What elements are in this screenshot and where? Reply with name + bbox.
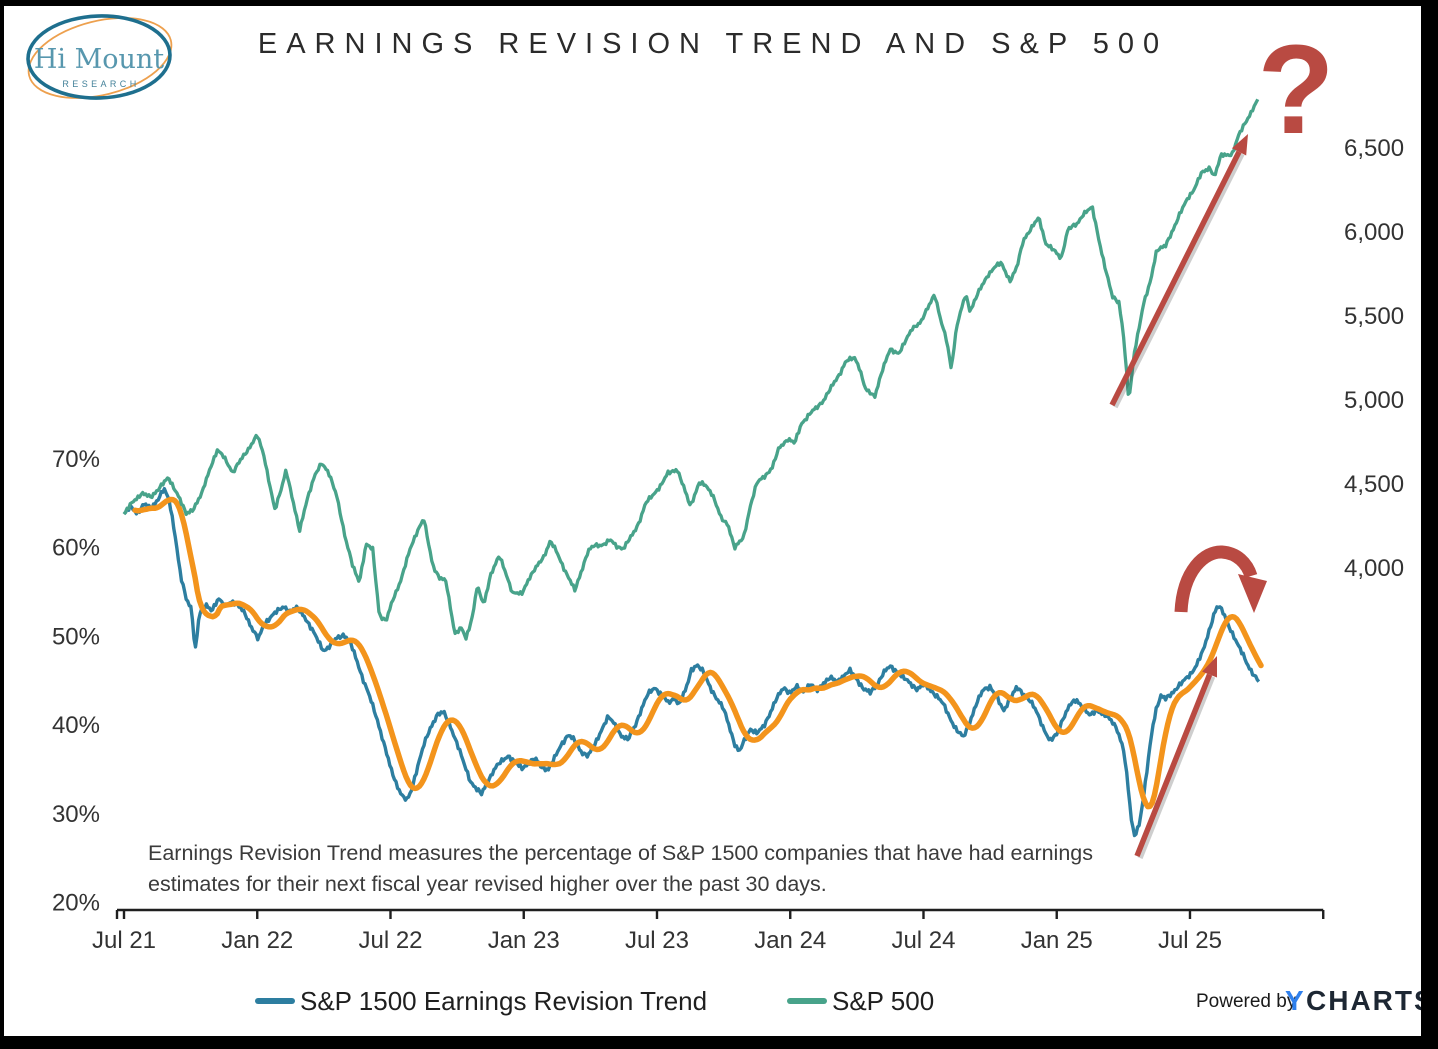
question-mark: ? <box>1258 19 1335 160</box>
y-axis-right-label: 6,500 <box>1344 135 1404 162</box>
sp500-up-arrow-shadow <box>1112 152 1245 409</box>
y-axis-right-label: 4,000 <box>1344 555 1404 582</box>
ycharts-logo-charts: CHARTS <box>1306 985 1435 1016</box>
logo-subtitle: RESEARCH <box>62 79 139 89</box>
rollover-arch-arrowhead <box>1238 574 1267 613</box>
x-axis-label: Jan 24 <box>754 927 826 954</box>
ycharts-logo-y: Y <box>1285 985 1304 1016</box>
ert-up-arrow <box>1134 673 1213 858</box>
powered-by-label: Powered by <box>1196 991 1297 1012</box>
y-axis-right-label: 4,500 <box>1344 471 1404 498</box>
y-axis-left-label: 60% <box>52 535 100 562</box>
x-axis-label: Jul 24 <box>891 927 955 954</box>
himount-logo: Hi Mount RESEARCH <box>26 14 173 100</box>
x-axis-label: Jul 22 <box>358 927 422 954</box>
axes: Jul 21 Jan 22 Jul 22 Jan 23 Jul 23 Jan 24 Jul … <box>52 135 1404 954</box>
sp500-up-arrow-head <box>1231 134 1248 156</box>
y-axis-left-label: 70% <box>52 446 100 473</box>
x-axis-label: Jan 22 <box>221 927 293 954</box>
red-annotations: ? <box>1109 19 1335 860</box>
sp500-up-arrow <box>1109 150 1242 407</box>
ert-smoothed-line <box>132 496 1264 810</box>
border-bottom <box>0 1036 1438 1049</box>
x-axis-label: Jan 23 <box>488 927 560 954</box>
y-axis-right-label: 5,500 <box>1344 303 1404 330</box>
x-axis-label: Jul 25 <box>1158 927 1222 954</box>
y-axis-right-label: 5,000 <box>1344 387 1404 414</box>
y-axis-left-label: 20% <box>52 890 100 917</box>
ert-up-arrow-head <box>1202 656 1217 678</box>
y-axis-left-label: 50% <box>52 623 100 650</box>
series-lines <box>122 98 1264 838</box>
legend-label: S&P 500 <box>832 986 934 1016</box>
logo-ellipse-teal <box>26 14 172 100</box>
y-axis-left-label: 30% <box>52 801 100 828</box>
ert-up-arrow-shadow <box>1137 675 1216 860</box>
border-left <box>0 0 4 1049</box>
logo-ellipse-orange <box>27 17 173 99</box>
border-top <box>0 0 1438 6</box>
x-axis-label: Jul 23 <box>625 927 689 954</box>
border-right <box>1421 0 1438 1049</box>
legend-label: S&P 1500 Earnings Revision Trend <box>300 986 707 1016</box>
sp500-line <box>122 98 1260 641</box>
ert-line <box>122 487 1261 838</box>
y-axis-right-label: 6,000 <box>1344 219 1404 246</box>
ycharts-attribution: Powered by Y CHARTS <box>1196 985 1435 1016</box>
y-axis-left-label: 40% <box>52 712 100 739</box>
logo-name: Hi Mount <box>34 44 164 75</box>
legend: S&P 1500 Earnings Revision Trend S&P 500 <box>255 986 934 1016</box>
note-line-2: estimates for their next fiscal year rev… <box>148 872 827 896</box>
rollover-arch-arrow <box>1174 545 1258 613</box>
page-title: EARNINGS REVISION TREND AND S&P 500 <box>258 28 1168 60</box>
x-axis-label: Jan 25 <box>1021 927 1093 954</box>
x-axis-label: Jul 21 <box>92 927 156 954</box>
note-line-1: Earnings Revision Trend measures the per… <box>148 841 1093 865</box>
